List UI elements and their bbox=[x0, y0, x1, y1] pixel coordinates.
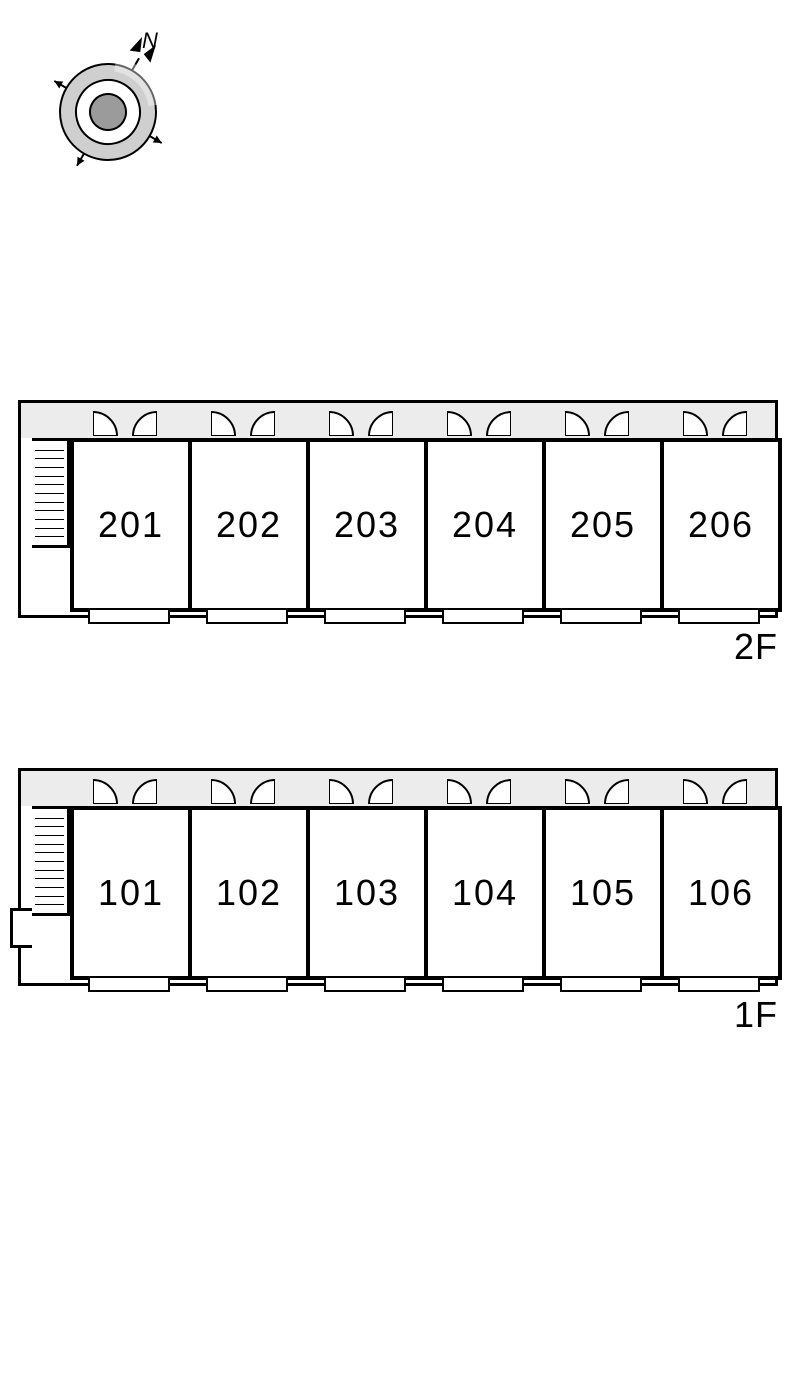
unit-203: 203 bbox=[306, 438, 428, 612]
window-sill bbox=[206, 978, 288, 992]
unit-101: 101 bbox=[70, 806, 192, 980]
window-sill bbox=[88, 610, 170, 624]
window-sill bbox=[324, 978, 406, 992]
window-sill bbox=[442, 610, 524, 624]
unit-206: 206 bbox=[660, 438, 782, 612]
units-row-2f: 201 202 203 204 205 206 bbox=[70, 438, 782, 612]
unit-103: 103 bbox=[306, 806, 428, 980]
window-sill bbox=[324, 610, 406, 624]
window-sill bbox=[88, 978, 170, 992]
compass-n-label: N bbox=[142, 28, 158, 53]
window-sill bbox=[560, 610, 642, 624]
entrance-notch bbox=[10, 908, 32, 948]
unit-201: 201 bbox=[70, 438, 192, 612]
unit-102: 102 bbox=[188, 806, 310, 980]
unit-label: 205 bbox=[570, 504, 636, 546]
unit-label: 105 bbox=[570, 872, 636, 914]
compass-icon: N bbox=[30, 20, 190, 185]
floor-plan-1f: 101 102 103 104 105 106 bbox=[18, 768, 778, 986]
unit-label: 103 bbox=[334, 872, 400, 914]
unit-label: 102 bbox=[216, 872, 282, 914]
unit-204: 204 bbox=[424, 438, 546, 612]
window-sill bbox=[560, 978, 642, 992]
unit-205: 205 bbox=[542, 438, 664, 612]
unit-label: 201 bbox=[98, 504, 164, 546]
unit-202: 202 bbox=[188, 438, 310, 612]
unit-label: 104 bbox=[452, 872, 518, 914]
window-sill bbox=[678, 610, 760, 624]
unit-106: 106 bbox=[660, 806, 782, 980]
unit-105: 105 bbox=[542, 806, 664, 980]
unit-label: 101 bbox=[98, 872, 164, 914]
units-row-1f: 101 102 103 104 105 106 bbox=[70, 806, 782, 980]
floor-label-1f: 1F bbox=[734, 994, 778, 1036]
unit-label: 206 bbox=[688, 504, 754, 546]
unit-label: 202 bbox=[216, 504, 282, 546]
staircase-2f bbox=[32, 438, 70, 548]
window-sill bbox=[678, 978, 760, 992]
unit-104: 104 bbox=[424, 806, 546, 980]
staircase-1f bbox=[32, 806, 70, 916]
window-sill bbox=[206, 610, 288, 624]
window-sill bbox=[442, 978, 524, 992]
unit-label: 203 bbox=[334, 504, 400, 546]
unit-label: 106 bbox=[688, 872, 754, 914]
floor-label-2f: 2F bbox=[734, 626, 778, 668]
unit-label: 204 bbox=[452, 504, 518, 546]
floor-plan-2f: 201 202 203 204 205 206 bbox=[18, 400, 778, 618]
